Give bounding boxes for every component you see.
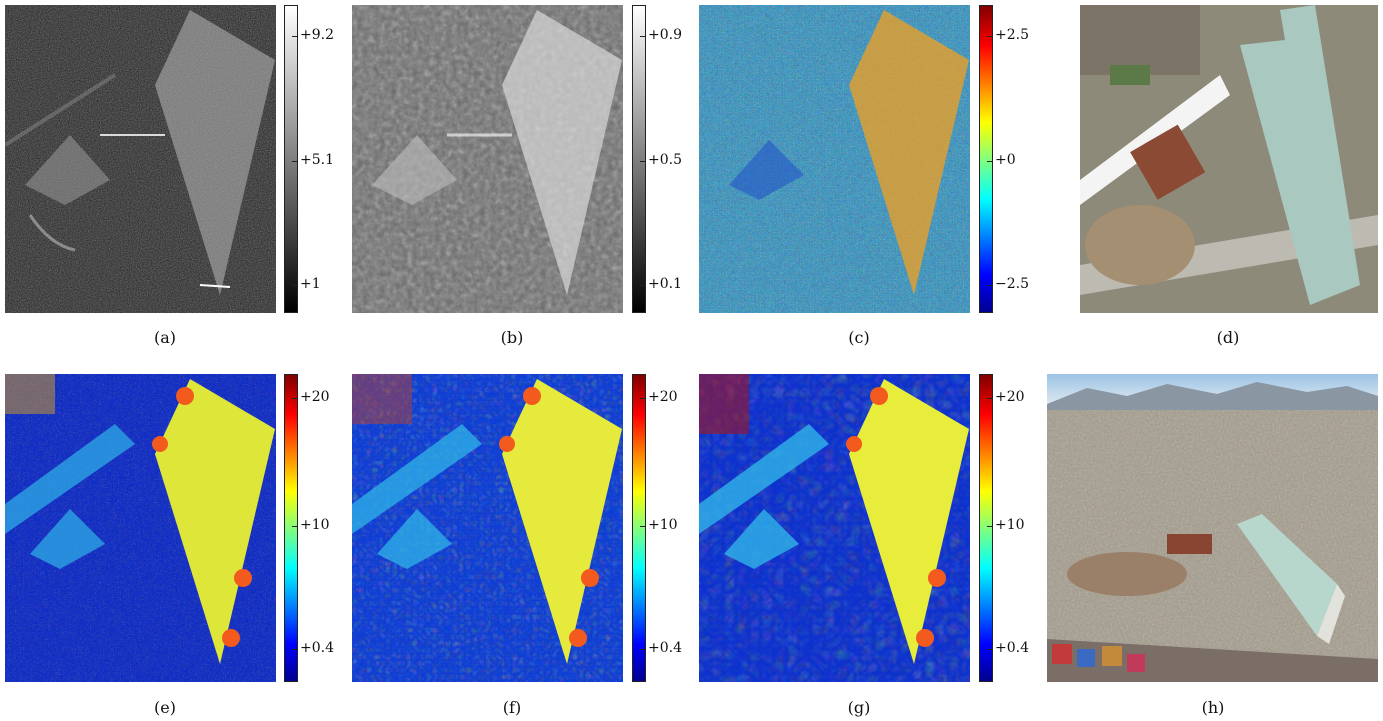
height-map-g-image: [699, 374, 970, 682]
caption-g: (g): [847, 698, 871, 717]
caption-f: (f): [502, 698, 522, 717]
oblique-city-photo: [1047, 374, 1378, 682]
optical-aerial-image: [1080, 5, 1378, 313]
caption-d: (d): [1216, 328, 1240, 347]
colorbar-c: +2.5 +0 −2.5: [979, 5, 1029, 313]
caption-a: (a): [153, 328, 177, 347]
colorbar-g: +20 +10 +0.4: [979, 374, 1029, 682]
colorbar-e: +20 +10 +0.4: [284, 374, 334, 682]
colorbar-b: +0.9 +0.5 +0.1: [632, 5, 682, 313]
caption-c: (c): [848, 328, 870, 347]
height-map-e-image: [5, 374, 276, 682]
filtered-sar-image: [352, 5, 623, 313]
caption-e: (e): [154, 698, 176, 717]
colorbar-f: +20 +10 +0.4: [632, 374, 682, 682]
sar-intensity-image: [5, 5, 276, 313]
caption-b: (b): [500, 328, 524, 347]
phase-map-image: [699, 5, 970, 313]
colorbar-a: +9.2 +5.1 +1: [284, 5, 334, 313]
caption-h: (h): [1201, 698, 1225, 717]
height-map-f-image: [352, 374, 623, 682]
